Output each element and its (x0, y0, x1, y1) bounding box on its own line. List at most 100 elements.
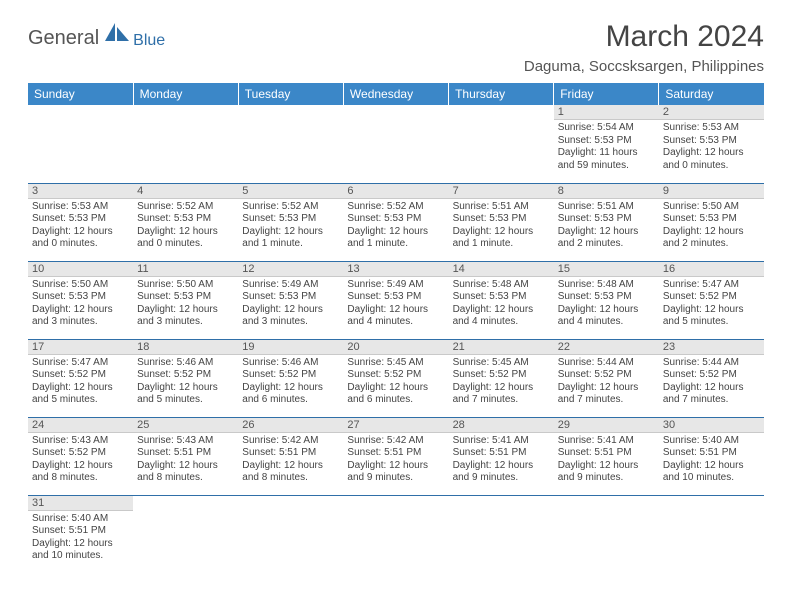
logo: General Blue (28, 20, 165, 50)
calendar-cell: 6Sunrise: 5:52 AMSunset: 5:53 PMDaylight… (343, 183, 448, 261)
day-number: 22 (554, 340, 659, 355)
sunset-text: Sunset: 5:53 PM (453, 213, 550, 226)
day-number: 1 (554, 105, 659, 120)
calendar-cell (659, 495, 764, 573)
calendar-cell: 21Sunrise: 5:45 AMSunset: 5:52 PMDayligh… (449, 339, 554, 417)
title-block: March 2024 Daguma, Soccsksargen, Philipp… (524, 20, 764, 75)
day-number: 3 (28, 184, 133, 199)
day-number: 12 (238, 262, 343, 277)
day-number: 28 (449, 418, 554, 433)
calendar-cell: 28Sunrise: 5:41 AMSunset: 5:51 PMDayligh… (449, 417, 554, 495)
sunrise-text: Sunrise: 5:42 AM (242, 435, 339, 448)
calendar-cell: 7Sunrise: 5:51 AMSunset: 5:53 PMDaylight… (449, 183, 554, 261)
daylight-text: Daylight: 12 hours and 1 minute. (242, 226, 339, 251)
sunrise-text: Sunrise: 5:44 AM (558, 357, 655, 370)
day-number: 20 (343, 340, 448, 355)
day-number: 6 (343, 184, 448, 199)
daylight-text: Daylight: 12 hours and 3 minutes. (242, 304, 339, 329)
calendar-cell (238, 105, 343, 183)
calendar-cell: 3Sunrise: 5:53 AMSunset: 5:53 PMDaylight… (28, 183, 133, 261)
calendar-cell (554, 495, 659, 573)
calendar-cell: 12Sunrise: 5:49 AMSunset: 5:53 PMDayligh… (238, 261, 343, 339)
day-number: 4 (133, 184, 238, 199)
calendar-cell: 2Sunrise: 5:53 AMSunset: 5:53 PMDaylight… (659, 105, 764, 183)
calendar-row: 17Sunrise: 5:47 AMSunset: 5:52 PMDayligh… (28, 339, 764, 417)
sunrise-text: Sunrise: 5:51 AM (453, 201, 550, 214)
sunset-text: Sunset: 5:52 PM (32, 369, 129, 382)
calendar-cell (28, 105, 133, 183)
calendar-row: 3Sunrise: 5:53 AMSunset: 5:53 PMDaylight… (28, 183, 764, 261)
calendar-cell: 22Sunrise: 5:44 AMSunset: 5:52 PMDayligh… (554, 339, 659, 417)
calendar-cell: 18Sunrise: 5:46 AMSunset: 5:52 PMDayligh… (133, 339, 238, 417)
sunrise-text: Sunrise: 5:50 AM (137, 279, 234, 292)
day-number: 2 (659, 105, 764, 120)
calendar: Sunday Monday Tuesday Wednesday Thursday… (28, 83, 764, 573)
day-number: 5 (238, 184, 343, 199)
daylight-text: Daylight: 12 hours and 1 minute. (453, 226, 550, 251)
daylight-text: Daylight: 11 hours and 59 minutes. (558, 147, 655, 172)
calendar-row: 31 Sunrise: 5:40 AMSunset: 5:51 PMDayligh… (28, 495, 764, 573)
sunrise-text: Sunrise: 5:51 AM (558, 201, 655, 214)
daylight-text: Daylight: 12 hours and 2 minutes. (663, 226, 760, 251)
day-number: 24 (28, 418, 133, 433)
sunset-text: Sunset: 5:53 PM (663, 213, 760, 226)
day-number: 21 (449, 340, 554, 355)
sunset-text: Sunset: 5:53 PM (242, 291, 339, 304)
daylight-text: Daylight: 12 hours and 0 minutes. (137, 226, 234, 251)
daylight-text: Daylight: 12 hours and 8 minutes. (137, 460, 234, 485)
calendar-cell (133, 105, 238, 183)
calendar-cell: 27Sunrise: 5:42 AMSunset: 5:51 PMDayligh… (343, 417, 448, 495)
calendar-cell: 8Sunrise: 5:51 AMSunset: 5:53 PMDaylight… (554, 183, 659, 261)
day-header: Saturday (659, 83, 764, 105)
daylight-text: Daylight: 12 hours and 4 minutes. (453, 304, 550, 329)
daylight-text: Daylight: 12 hours and 0 minutes. (32, 226, 129, 251)
day-number: 31 (28, 496, 133, 511)
sunset-text: Sunset: 5:53 PM (453, 291, 550, 304)
sunrise-text: Sunrise: 5:48 AM (558, 279, 655, 292)
day-number: 18 (133, 340, 238, 355)
daylight-text: Daylight: 12 hours and 5 minutes. (663, 304, 760, 329)
sunset-text: Sunset: 5:52 PM (242, 369, 339, 382)
daylight-text: Daylight: 12 hours and 8 minutes. (32, 460, 129, 485)
sunset-text: Sunset: 5:53 PM (347, 213, 444, 226)
sunrise-text: Sunrise: 5:52 AM (242, 201, 339, 214)
day-header: Friday (554, 83, 659, 105)
sunset-text: Sunset: 5:53 PM (137, 291, 234, 304)
calendar-cell: 24Sunrise: 5:43 AMSunset: 5:52 PMDayligh… (28, 417, 133, 495)
daylight-text: Daylight: 12 hours and 3 minutes. (32, 304, 129, 329)
sunrise-text: Sunrise: 5:40 AM (32, 513, 129, 526)
daylight-text: Daylight: 12 hours and 8 minutes. (242, 460, 339, 485)
sunset-text: Sunset: 5:51 PM (32, 525, 129, 538)
calendar-cell (238, 495, 343, 573)
calendar-cell: 29Sunrise: 5:41 AMSunset: 5:51 PMDayligh… (554, 417, 659, 495)
daylight-text: Daylight: 12 hours and 1 minute. (347, 226, 444, 251)
sunrise-text: Sunrise: 5:53 AM (663, 122, 760, 135)
sunset-text: Sunset: 5:51 PM (558, 447, 655, 460)
day-header: Thursday (449, 83, 554, 105)
sunset-text: Sunset: 5:52 PM (663, 369, 760, 382)
sunset-text: Sunset: 5:51 PM (242, 447, 339, 460)
calendar-cell: 11Sunrise: 5:50 AMSunset: 5:53 PMDayligh… (133, 261, 238, 339)
sunrise-text: Sunrise: 5:46 AM (242, 357, 339, 370)
day-header: Tuesday (238, 83, 343, 105)
sunset-text: Sunset: 5:53 PM (242, 213, 339, 226)
calendar-cell (343, 105, 448, 183)
daylight-text: Daylight: 12 hours and 7 minutes. (453, 382, 550, 407)
day-number: 10 (28, 262, 133, 277)
sunrise-text: Sunrise: 5:44 AM (663, 357, 760, 370)
daylight-text: Daylight: 12 hours and 10 minutes. (32, 538, 129, 563)
sunrise-text: Sunrise: 5:43 AM (137, 435, 234, 448)
calendar-cell: 23Sunrise: 5:44 AMSunset: 5:52 PMDayligh… (659, 339, 764, 417)
sunrise-text: Sunrise: 5:50 AM (32, 279, 129, 292)
sunset-text: Sunset: 5:53 PM (558, 135, 655, 148)
calendar-cell: 25Sunrise: 5:43 AMSunset: 5:51 PMDayligh… (133, 417, 238, 495)
calendar-cell: 14Sunrise: 5:48 AMSunset: 5:53 PMDayligh… (449, 261, 554, 339)
day-header-row: Sunday Monday Tuesday Wednesday Thursday… (28, 83, 764, 105)
day-number: 14 (449, 262, 554, 277)
calendar-cell: 5 Sunrise: 5:52 AMSunset: 5:53 PMDaylight… (238, 183, 343, 261)
sunset-text: Sunset: 5:53 PM (137, 213, 234, 226)
sunset-text: Sunset: 5:52 PM (558, 369, 655, 382)
calendar-cell: 26Sunrise: 5:42 AMSunset: 5:51 PMDayligh… (238, 417, 343, 495)
daylight-text: Daylight: 12 hours and 10 minutes. (663, 460, 760, 485)
location-text: Daguma, Soccsksargen, Philippines (524, 58, 764, 75)
